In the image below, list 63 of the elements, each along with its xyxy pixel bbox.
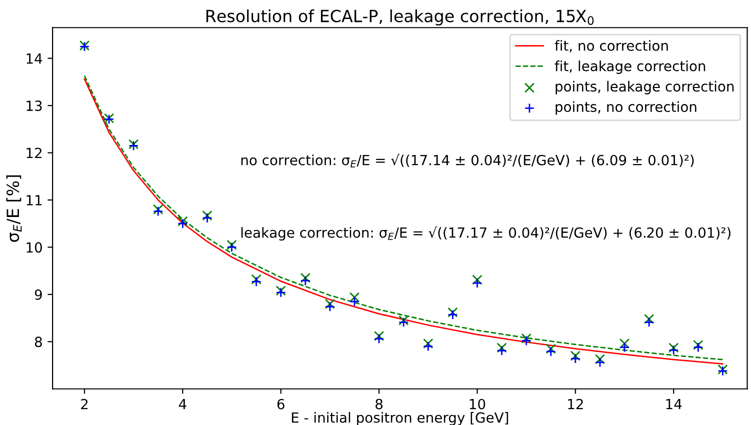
x-axis-title: E - initial positron energy [GeV] <box>292 412 508 425</box>
x-tick-label: 14 <box>666 399 682 410</box>
point <box>300 272 310 283</box>
chart-title: Resolution of ECAL-P, leakage correction, 15X$_{0}$ <box>206 9 594 26</box>
legend-label: points, leakage correction <box>556 80 734 94</box>
point <box>300 276 310 286</box>
point <box>668 345 679 356</box>
point <box>202 212 212 224</box>
point <box>546 346 556 357</box>
point <box>448 307 458 318</box>
legend-label: points, no correction <box>556 101 696 115</box>
point <box>570 350 581 361</box>
x-tick-label: 6 <box>277 398 284 410</box>
point <box>521 333 532 344</box>
point <box>448 310 458 320</box>
annotation: leakage correction: σ$_{E}$/E = √((17.17 ± 0.04)²/(E/GeV) + (6.20 ± 0.01)²) <box>241 226 730 241</box>
point <box>594 354 606 364</box>
y-tick-label: 10 <box>26 242 42 253</box>
y-tick-label: 8 <box>34 336 42 348</box>
point <box>324 302 336 312</box>
y-tick-label: 11 <box>26 195 42 206</box>
point <box>619 342 630 352</box>
x-tick-label: 8 <box>376 398 383 410</box>
point <box>546 344 556 354</box>
point <box>594 357 606 368</box>
legend-label: fit, no correction <box>554 40 668 52</box>
y-tick-label: 12 <box>26 148 42 158</box>
point <box>251 276 262 287</box>
point <box>693 340 704 350</box>
point <box>668 342 679 353</box>
point <box>496 342 507 353</box>
x-tick-label: 12 <box>568 398 583 410</box>
point <box>644 317 654 328</box>
annotation: no correction: σ$_{E}$/E = √((17.14 ± 0.04)²/(E/GeV) + (6.09 ± 0.01)²) <box>241 154 694 168</box>
point <box>644 314 654 324</box>
legend-label: fit, leakage correction <box>554 60 706 74</box>
y-axis-title: σ$_{E}$/E [%] <box>6 175 22 242</box>
point <box>324 298 336 309</box>
point <box>349 292 360 302</box>
point <box>496 346 507 356</box>
point <box>226 242 237 252</box>
point <box>472 274 482 285</box>
point <box>178 218 188 229</box>
y-tick-label: 13 <box>26 100 42 112</box>
point <box>226 240 237 250</box>
point <box>374 334 384 344</box>
point <box>619 338 630 349</box>
point <box>570 354 581 364</box>
point <box>202 210 212 221</box>
y-tick-label: 9 <box>34 289 42 300</box>
x-tick-label: 4 <box>178 399 186 410</box>
y-tick-label: 14 <box>26 53 42 64</box>
point <box>423 341 434 352</box>
x-tick-label: 10 <box>470 398 486 410</box>
point <box>423 338 434 349</box>
point <box>521 336 532 346</box>
point <box>374 330 384 342</box>
point <box>178 216 188 226</box>
point <box>472 278 482 288</box>
point <box>251 274 262 284</box>
x-tick-label: 2 <box>81 398 88 410</box>
point <box>349 296 360 307</box>
point <box>693 342 704 352</box>
